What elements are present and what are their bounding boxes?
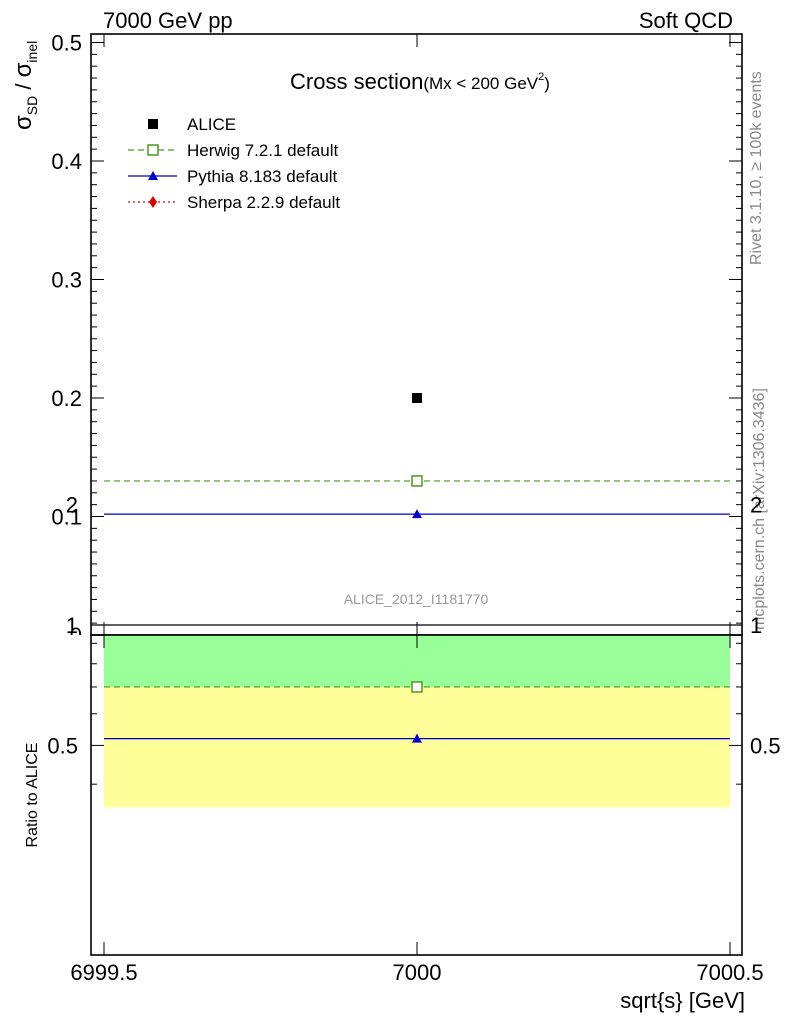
sigma-inel-symbol: σ	[10, 62, 37, 77]
main-title-text: Cross section	[290, 69, 423, 94]
x-tick-label: 7000	[393, 960, 442, 985]
header-left-label: 7000 GeV pp	[103, 8, 233, 33]
main-title-sub: (Mx < 200 GeV	[423, 74, 538, 93]
main-y-tick-label: 0.2	[51, 386, 82, 411]
header-right-label: Soft QCD	[639, 8, 733, 33]
sigma-inel-subscript: inel	[24, 41, 40, 63]
legend-label: Sherpa 2.2.9 default	[187, 193, 340, 212]
main-title-sup: 2	[538, 71, 544, 83]
legend-marker	[148, 171, 158, 180]
main-y-tick-zero-label: 0	[70, 623, 82, 648]
x-tick-label: 6999.5	[70, 960, 137, 985]
ratio-axis-ticks: 0.5 0.5 1 1 2 2 6999.5 7000 7000.5	[47, 493, 780, 985]
legend-label: ALICE	[187, 115, 236, 134]
main-title-close: )	[544, 74, 550, 93]
legend: ALICE Herwig 7.2.1 default Pythia 8.183 de…	[128, 115, 340, 212]
ratio-data-point	[412, 733, 422, 743]
main-y-tick-label: 0.1	[51, 505, 82, 530]
sigma-sd-subscript: SD	[24, 96, 40, 115]
mcplots-label: mcplots.cern.ch [arXiv:1306.3436]	[751, 388, 768, 630]
x-tick-label: 7000.5	[696, 960, 763, 985]
legend-label: Pythia 8.183 default	[187, 167, 338, 186]
legend-marker	[149, 196, 157, 208]
ratio-y-tick-label: 1	[66, 613, 78, 638]
sigma-slash: /	[11, 77, 36, 95]
ratio-y-tick-label-right: 2	[750, 493, 762, 518]
ratio-y-axis-label: Ratio to ALICE	[24, 743, 41, 848]
main-y-axis-ticks: 0.1 0.2 0.3 0.4 0.5 0	[51, 31, 742, 648]
main-y-tick-label: 0.3	[51, 268, 82, 293]
rivet-label: Rivet 3.1.10, ≥ 100k events	[748, 71, 765, 265]
main-title: Cross section(Mx < 200 GeV2)	[290, 69, 550, 94]
ratio-y-tick-label-right: 0.5	[750, 733, 781, 758]
analysis-watermark: ALICE_2012_I1181770	[344, 591, 489, 607]
ratio-y-tick-label-right: 1	[750, 613, 762, 638]
main-data-point	[412, 393, 422, 403]
main-y-axis-label: σSD / σinel	[10, 41, 40, 130]
legend-label: Herwig 7.2.1 default	[187, 141, 338, 160]
main-series	[104, 393, 730, 519]
main-y-tick-label: 0.5	[51, 31, 82, 56]
ratio-series	[91, 624, 742, 743]
ratio-y-tick-label: 0.5	[47, 733, 78, 758]
ratio-data-point	[411, 681, 423, 693]
main-data-point	[412, 509, 422, 519]
legend-marker	[148, 119, 158, 129]
main-y-tick-label: 0.4	[51, 149, 82, 174]
ratio-y-tick-label: 2	[66, 493, 78, 518]
ratio-uncertainty-bands	[104, 635, 730, 808]
sigma-sd-symbol: σ	[10, 115, 37, 130]
main-data-point	[411, 475, 423, 487]
x-axis-label: sqrt{s} [GeV]	[620, 988, 745, 1013]
legend-marker	[147, 144, 159, 156]
